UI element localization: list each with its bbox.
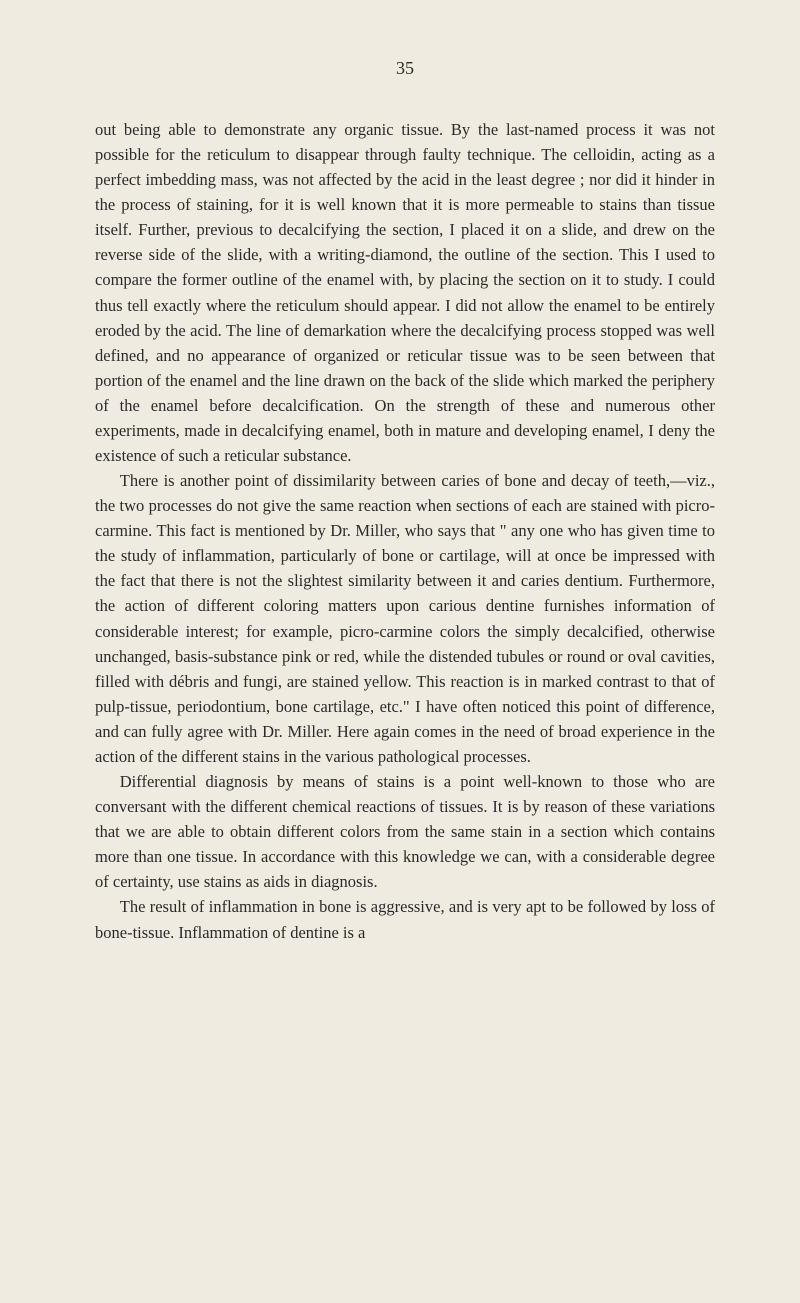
body-text-content: out being able to demonstrate any organi… xyxy=(95,117,715,945)
paragraph-3: Differential diagnosis by means of stain… xyxy=(95,769,715,894)
paragraph-4: The result of inflammation in bone is ag… xyxy=(95,894,715,944)
paragraph-1: out being able to demonstrate any organi… xyxy=(95,117,715,468)
page-number: 35 xyxy=(95,58,715,79)
paragraph-2: There is another point of dissimilarity … xyxy=(95,468,715,769)
